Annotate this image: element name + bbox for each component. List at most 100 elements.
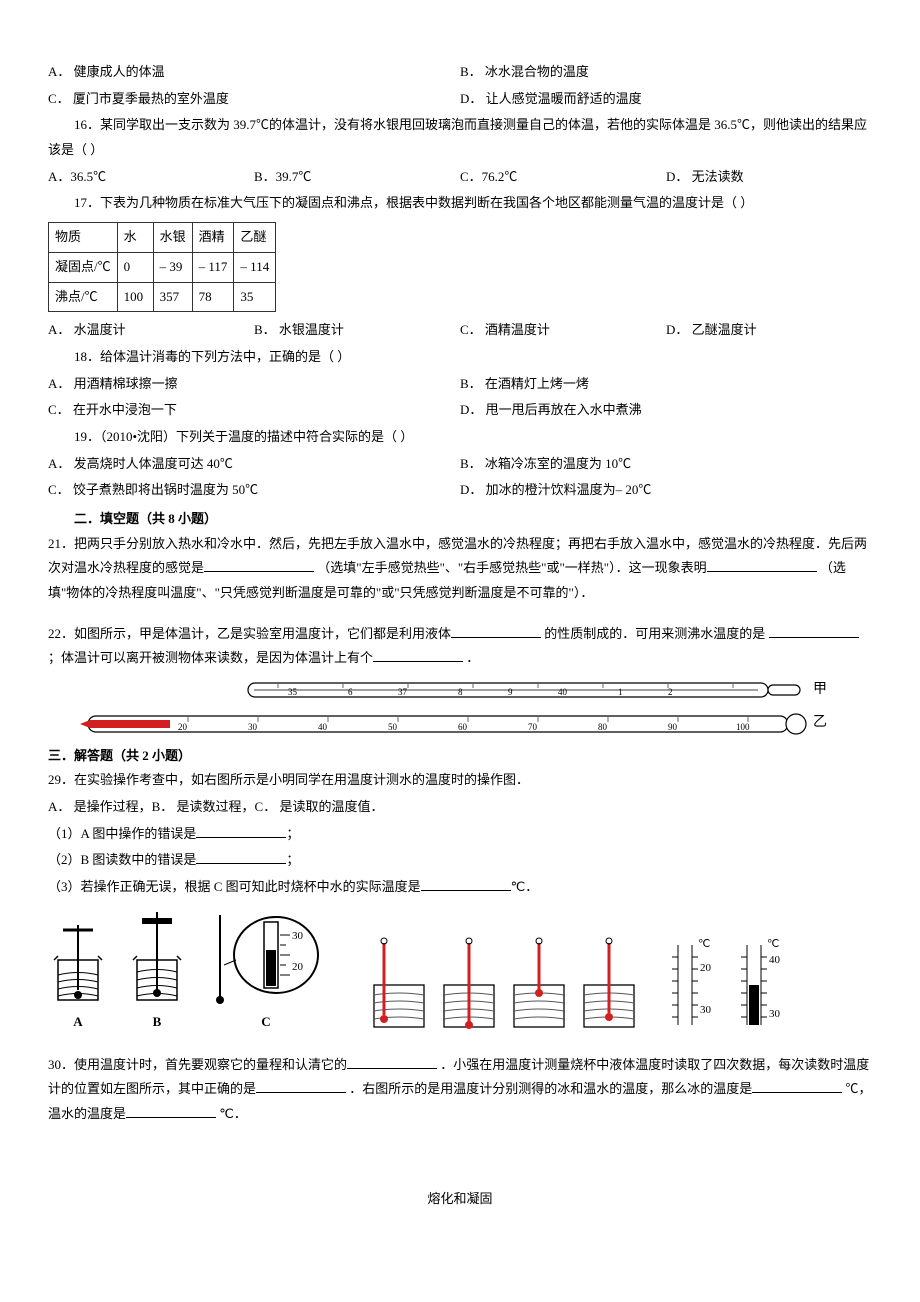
- q18-opt-a: A． 用酒精棉球擦一擦: [48, 372, 460, 397]
- q17-r1-1: 0: [117, 252, 153, 282]
- svg-text:8: 8: [458, 687, 463, 697]
- q17-th-2: 水银: [153, 223, 192, 253]
- q15-options-row2: C． 厦门市夏季最热的室外温度 D． 让人感觉温暖而舒适的温度: [48, 87, 872, 112]
- q17-opt-b: B． 水银温度计: [254, 318, 460, 343]
- section3-title: 三．解答题（共 2 小题）: [48, 744, 872, 769]
- svg-text:20: 20: [700, 962, 712, 974]
- beaker-a-icon: [48, 920, 108, 1010]
- q17-r2-4: 35: [234, 282, 276, 312]
- q22-thermo-yi-row: 203040 506070 8090100 乙: [48, 710, 872, 738]
- q21-blank1: [204, 559, 314, 572]
- q29-l1: （1）A 图中操作的错误是；: [48, 822, 872, 847]
- q17-opt-c: C． 酒精温度计: [460, 318, 666, 343]
- q29-l1-blank: [196, 825, 286, 838]
- q17-r1-4: – 114: [234, 252, 276, 282]
- svg-text:30: 30: [292, 930, 304, 942]
- q17-th-1: 水: [117, 223, 153, 253]
- section2-title: 二．填空题（共 8 小题）: [48, 507, 872, 532]
- q30-blank2: [256, 1080, 346, 1093]
- scale-left-icon: ℃ 20 30: [658, 935, 713, 1035]
- q29-figure-row: A B 30 20: [48, 910, 872, 1035]
- svg-text:70: 70: [528, 722, 538, 732]
- q18-opt-c: C． 在开水中浸泡一下: [48, 398, 460, 423]
- q22-label-jia: 甲: [808, 677, 832, 704]
- thermometer-jia-icon: 35637 8940 12: [48, 677, 808, 703]
- q29-l3b: ℃．: [511, 879, 539, 894]
- scale-left-unit: ℃: [698, 938, 710, 950]
- q15-opt-b: B． 冰水混合物的温度: [460, 60, 872, 85]
- q30-text: 30．使用温度计时，首先要观察它的量程和认清它的 ．小强在用温度计测量烧杯中液体…: [48, 1053, 872, 1127]
- q29-line2: A． 是操作过程，B． 是读数过程，C． 是读取的温度值．: [48, 795, 872, 820]
- q30-p1a: 30．使用温度计时，首先要观察它的量程和认清它的: [48, 1057, 347, 1072]
- q17-r2-1: 100: [117, 282, 153, 312]
- q29-l3: （3）若操作正确无误，根据 C 图可知此时烧杯中水的实际温度是 ℃．: [48, 875, 872, 900]
- svg-text:9: 9: [508, 687, 513, 697]
- q22-p1a: 22．如图所示，甲是体温计，乙是实验室用温度计，它们都是利用液体: [48, 626, 451, 641]
- q30-blank3: [752, 1080, 842, 1093]
- q17-opt-a: A． 水温度计: [48, 318, 254, 343]
- svg-text:80: 80: [598, 722, 608, 732]
- q15-opt-d: D． 让人感觉温暖而舒适的温度: [460, 87, 872, 112]
- scale-right-unit: ℃: [767, 938, 779, 950]
- q15-opt-a: A． 健康成人的体温: [48, 60, 460, 85]
- q16-opt-c: C．76.2℃: [460, 165, 666, 190]
- q15-opt-c: C． 厦门市夏季最热的室外温度: [48, 87, 460, 112]
- q29-label-c: C: [261, 1010, 270, 1035]
- q18-options-row2: C． 在开水中浸泡一下 D． 甩一甩后再放在入水中煮沸: [48, 398, 872, 423]
- q17-table: 物质 水 水银 酒精 乙醚 凝固点/℃ 0 – 39 – 117 – 114 沸…: [48, 222, 276, 312]
- svg-text:60: 60: [458, 722, 468, 732]
- q30-blank4: [126, 1105, 216, 1118]
- q29-fig-b: B: [122, 910, 192, 1035]
- beaker-b-icon: [122, 910, 192, 1010]
- q21-p1b: （选填"左手感觉热些"、"右手感觉热些"或"一样热"）．这一现象表明: [317, 560, 706, 575]
- q16-opt-b: B．39.7℃: [254, 165, 460, 190]
- q29-l2a: （2）B 图读数中的错误是: [48, 852, 196, 867]
- magnifier-c-icon: 30 20: [206, 910, 326, 1010]
- four-beakers-icon: [364, 935, 644, 1035]
- svg-text:100: 100: [736, 722, 750, 732]
- q16-opt-a: A．36.5℃: [48, 165, 254, 190]
- q29-label-a: A: [73, 1010, 82, 1035]
- q17-r2-3: 78: [192, 282, 234, 312]
- q18-stem: 18．给体温计消毒的下列方法中，正确的是（ ）: [48, 345, 872, 370]
- scale-right-icon: ℃ 40 30: [727, 935, 782, 1035]
- q18-options-row1: A． 用酒精棉球擦一擦 B． 在酒精灯上烤一烤: [48, 372, 872, 397]
- svg-text:37: 37: [398, 687, 408, 697]
- svg-text:90: 90: [668, 722, 678, 732]
- q29-l1a: （1）A 图中操作的错误是: [48, 826, 196, 841]
- q29-l3a: （3）若操作正确无误，根据 C 图可知此时烧杯中水的实际温度是: [48, 879, 421, 894]
- q22-blank3: [373, 649, 463, 662]
- q15-options-row1: A． 健康成人的体温 B． 冰水混合物的温度: [48, 60, 872, 85]
- q30-blank1: [347, 1056, 437, 1069]
- q17-options: A． 水温度计 B． 水银温度计 C． 酒精温度计 D． 乙醚温度计: [48, 318, 872, 343]
- q21-text: 21．把两只手分别放入热水和冷水中．然后，先把左手放入温水中，感觉温水的冷热程度…: [48, 532, 872, 606]
- q16-stem: 16．某同学取出一支示数为 39.7℃的体温计，没有将水银甩回玻璃泡而直接测量自…: [48, 113, 872, 162]
- q17-opt-d: D． 乙醚温度计: [666, 318, 872, 343]
- q29-l2: （2）B 图读数中的错误是；: [48, 848, 872, 873]
- q22-p1b: 的性质制成的．可用来测沸水温度的是: [544, 626, 765, 641]
- svg-text:40: 40: [318, 722, 328, 732]
- svg-text:30: 30: [700, 1004, 712, 1016]
- svg-text:20: 20: [178, 722, 188, 732]
- svg-text:40: 40: [769, 954, 781, 966]
- q29-label-b: B: [153, 1010, 162, 1035]
- q22-blank2: [769, 625, 859, 638]
- q17-r1-3: – 117: [192, 252, 234, 282]
- q18-opt-d: D． 甩一甩后再放在入水中煮沸: [460, 398, 872, 423]
- q17-r1-0: 凝固点/℃: [49, 252, 118, 282]
- q17-th-4: 乙醚: [234, 223, 276, 253]
- q29-l2-blank: [196, 851, 286, 864]
- q16-options: A．36.5℃ B．39.7℃ C．76.2℃ D． 无法读数: [48, 165, 872, 190]
- svg-text:30: 30: [248, 722, 258, 732]
- q19-opt-b: B． 冰箱冷冻室的温度为 10℃: [460, 452, 872, 477]
- svg-text:40: 40: [558, 687, 568, 697]
- q19-opt-c: C． 饺子煮熟即将出锅时温度为 50℃: [48, 478, 460, 503]
- q16-opt-d: D． 无法读数: [666, 165, 872, 190]
- q21-blank2: [707, 559, 817, 572]
- thermometer-yi-icon: 203040 506070 8090100: [48, 710, 808, 738]
- q29-stem: 29．在实验操作考查中，如右图所示是小明同学在用温度计测水的温度时的操作图．: [48, 768, 872, 793]
- q18-opt-b: B． 在酒精灯上烤一烤: [460, 372, 872, 397]
- q19-stem: 19．（2010•沈阳）下列关于温度的描述中符合实际的是（ ）: [48, 425, 872, 450]
- q19-opt-a: A． 发高烧时人体温度可达 40℃: [48, 452, 460, 477]
- q29-fig-c: 30 20 C: [206, 910, 326, 1035]
